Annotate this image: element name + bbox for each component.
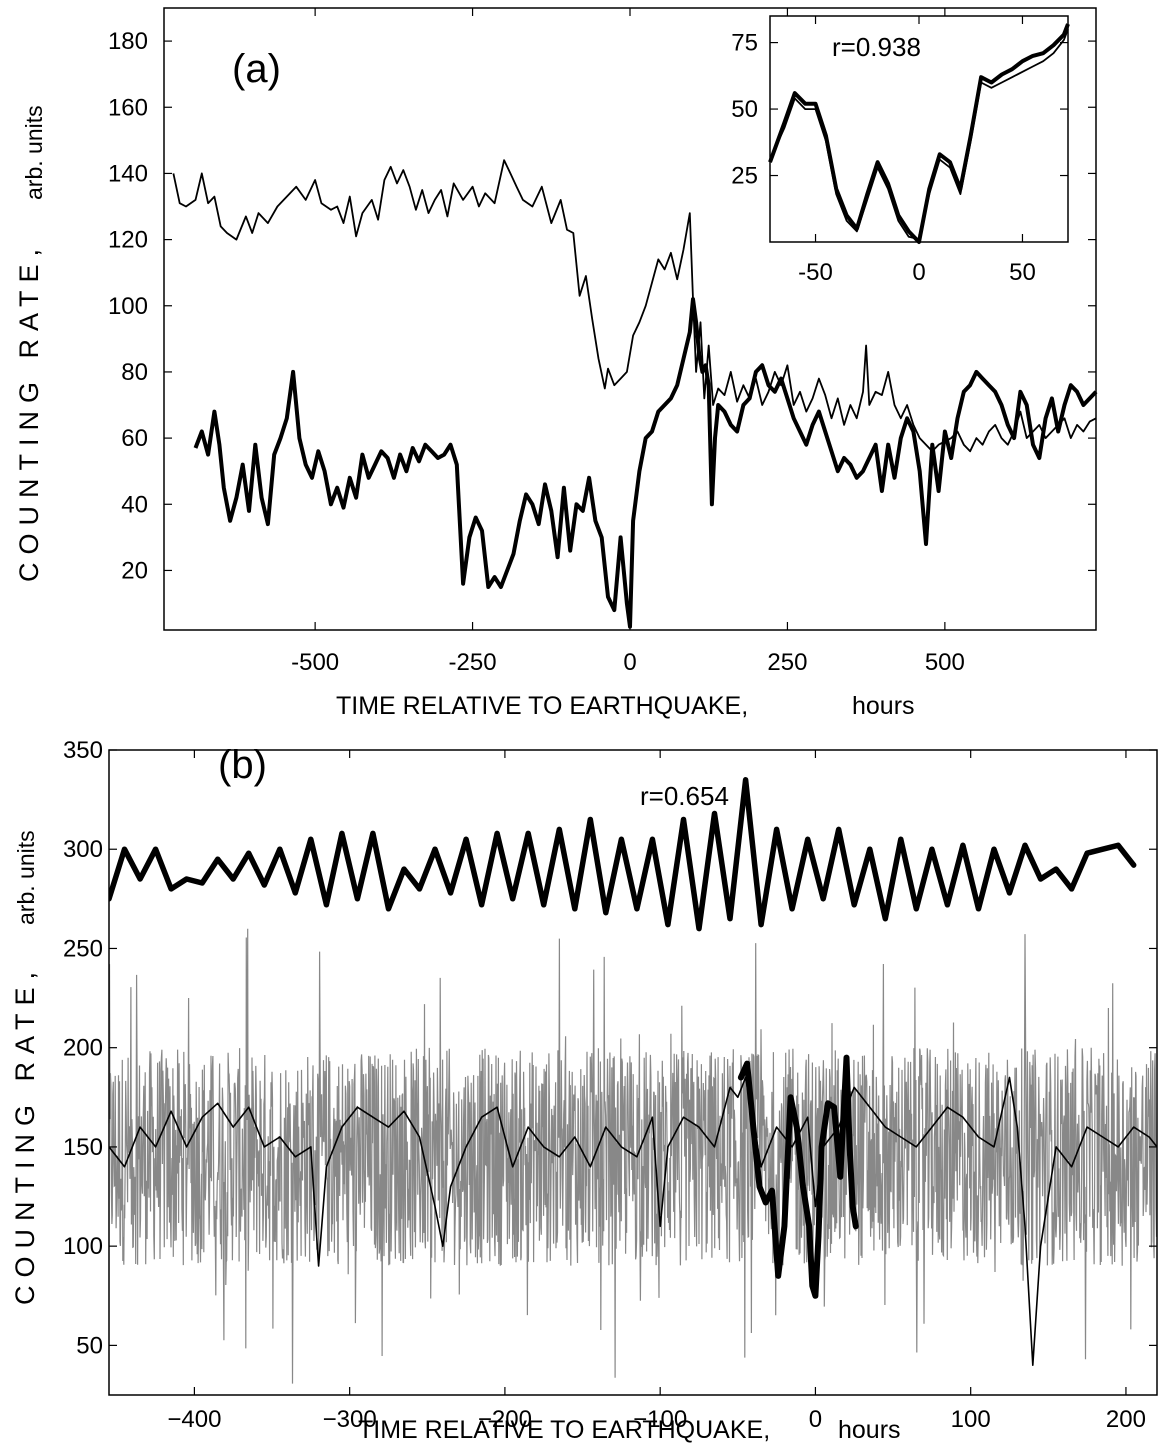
panel-a-xtick-label: -500 — [291, 649, 339, 676]
panel-a-xtick-label: 500 — [925, 649, 965, 676]
panel-b-series — [109, 777, 1157, 1384]
panel-a-ylabel-unit: arb. units — [21, 105, 47, 200]
panel-b-frame — [108, 749, 1158, 1396]
inset-series-thin — [769, 28, 1069, 241]
panel-b-xtick-label: −100 — [633, 1406, 687, 1433]
inset-background — [770, 16, 1068, 242]
panel-a-ytick-label: 60 — [121, 425, 148, 452]
panel-a-xlabel-unit: hours — [852, 692, 915, 720]
inset-xtick-label: 0 — [912, 259, 925, 286]
panel-b-xtick-label: 100 — [951, 1406, 991, 1433]
panel-b-xlabel: TIME RELATIVE TO EARTHQUAKE, — [358, 1416, 770, 1444]
panel-b-xtick-label: 200 — [1106, 1406, 1146, 1433]
panel-a-ytick-label: 100 — [108, 293, 148, 320]
panel-a-xlabel: TIME RELATIVE TO EARTHQUAKE, — [336, 692, 748, 720]
panel-a-xtick-label: -250 — [449, 649, 497, 676]
panel-a-inset: -50 0 50 25 50 75 r=0.938 — [731, 15, 1070, 286]
panel-a-label: (a) — [232, 47, 281, 91]
inset-ytick-label: 75 — [731, 30, 758, 57]
panel-b-series-raw — [109, 928, 1157, 1384]
panel-b-xtick-label: −200 — [478, 1406, 532, 1433]
panel-b-annotation: r=0.654 — [640, 781, 729, 811]
panel-b: −400 −300 −200 −100 0 100 200 50 100 150 200 250 300… — [10, 737, 1158, 1444]
panel-b-ytick-label: 50 — [76, 1332, 103, 1359]
inset-xtick-label: 50 — [1009, 259, 1036, 286]
panel-b-plot-area — [109, 777, 1157, 1384]
panel-b-ytick-label: 300 — [63, 836, 103, 863]
panel-b-ytick-label: 250 — [63, 935, 103, 962]
panel-a-ytick-label: 120 — [108, 227, 148, 254]
inset-xtick-label: -50 — [798, 259, 833, 286]
panel-b-ytick-label: 100 — [63, 1233, 103, 1260]
inset-ytick-label: 25 — [731, 163, 758, 190]
panel-b-ylabel-unit: arb. units — [13, 830, 39, 925]
panel-a-ytick-label: 140 — [108, 160, 148, 187]
panel-b-series-smoothed-thick-segment — [737, 1054, 859, 1299]
panel-b-label: (b) — [218, 743, 267, 787]
inset-series — [768, 23, 1070, 244]
panel-b-xlabel-unit: hours — [838, 1416, 901, 1444]
panel-a-series — [172, 159, 1098, 629]
panel-b-ytick-label: 150 — [63, 1134, 103, 1161]
panel-b-xtick-label: 0 — [809, 1406, 822, 1433]
panel-a-ytick-label: 180 — [108, 28, 148, 55]
panel-a-ylabel: COUNTING RATE, — [14, 241, 44, 582]
panel-b-ticks: −400 −300 −200 −100 0 100 200 50 100 150 200 250 300… — [63, 737, 1157, 1433]
inset-ticks: -50 0 50 25 50 75 — [731, 16, 1068, 286]
inset-annotation: r=0.938 — [832, 32, 921, 62]
panel-b-xtick-label: −300 — [323, 1406, 377, 1433]
panel-a-xtick-label: 250 — [767, 649, 807, 676]
panel-b-series-oscillation — [109, 777, 1137, 932]
panel-a-xtick-label: 0 — [623, 649, 636, 676]
inset-ytick-label: 50 — [731, 96, 758, 123]
panel-b-ytick-label: 200 — [63, 1035, 103, 1062]
panel-b-ytick-label: 350 — [63, 737, 103, 764]
panel-a-ytick-label: 20 — [121, 557, 148, 584]
panel-b-xtick-label: −400 — [167, 1406, 221, 1433]
panel-a-ytick-label: 160 — [108, 94, 148, 121]
panel-a-ytick-label: 80 — [121, 359, 148, 386]
panel-b-ylabel: COUNTING RATE, — [10, 964, 40, 1305]
panel-b-series-smoothed-thin — [109, 1076, 1157, 1366]
panel-a-series-thick — [193, 297, 1098, 629]
panel-a-ytick-label: 40 — [121, 491, 148, 518]
